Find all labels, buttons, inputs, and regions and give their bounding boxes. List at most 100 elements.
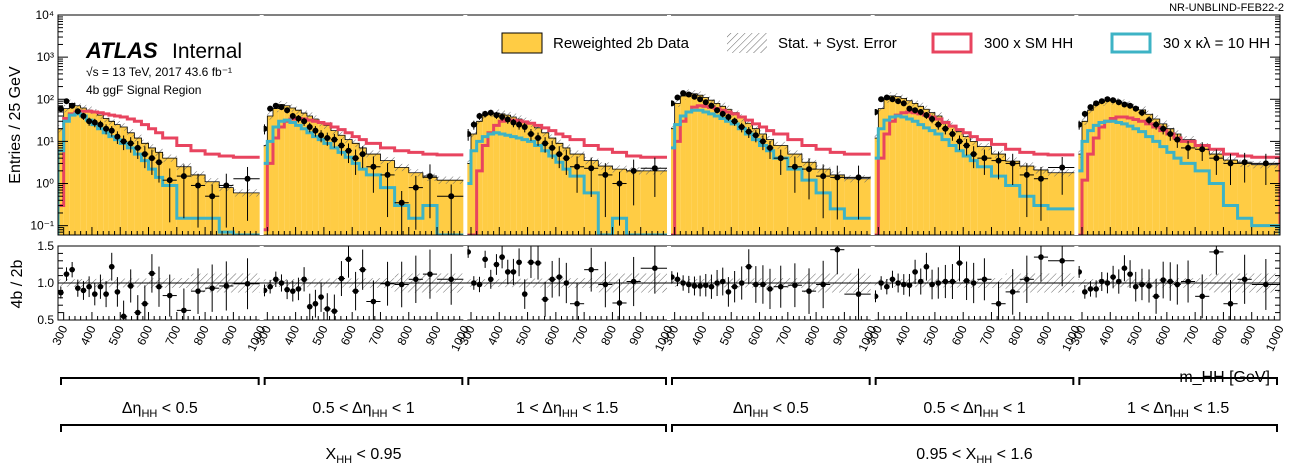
ratio-point <box>448 276 454 283</box>
data-point <box>278 104 285 111</box>
ratio-point <box>91 291 98 297</box>
background-bar <box>584 160 599 235</box>
background-bar <box>1121 102 1128 235</box>
data-point <box>1115 99 1122 106</box>
ratio-y-tick-label: 1.5 <box>37 239 54 253</box>
ratio-point <box>80 287 87 294</box>
data-point <box>725 113 732 120</box>
background-bar <box>516 119 522 235</box>
k10-hh-line <box>667 108 875 235</box>
ratio-point <box>542 296 548 303</box>
x-tick-label: 600 <box>338 323 359 347</box>
data-point <box>616 180 623 187</box>
data-point <box>134 144 141 151</box>
data-point <box>166 177 173 184</box>
background-bar <box>1081 121 1088 235</box>
data-point <box>120 138 127 145</box>
background-bar <box>345 139 353 235</box>
data-point <box>719 110 726 117</box>
ratio-point <box>166 292 173 299</box>
background-bar <box>895 96 901 235</box>
data-point <box>1132 105 1139 112</box>
bracket-label: 0.95 < XHH < 1.6 <box>916 446 1033 466</box>
data-point <box>180 173 187 180</box>
background-bar <box>941 121 950 235</box>
data-point <box>900 100 907 107</box>
xhh-bracket <box>60 424 667 432</box>
background-bar <box>702 97 709 235</box>
data-point <box>923 112 930 119</box>
data-point <box>738 123 745 130</box>
ratio-point <box>1009 289 1016 295</box>
data-point <box>766 144 773 151</box>
data-point <box>1146 117 1153 124</box>
data-point <box>80 113 87 120</box>
data-point <box>878 96 885 103</box>
background-outline <box>872 95 1077 235</box>
atlas-status: Internal <box>172 40 242 63</box>
eta-bracket <box>671 377 871 385</box>
ratio-point <box>1153 293 1159 300</box>
data-point <box>331 136 338 143</box>
data-point <box>312 127 319 134</box>
ratio-point <box>731 283 738 290</box>
x-tick-label: 700 <box>977 323 998 347</box>
ratio-point <box>345 256 352 263</box>
data-point <box>942 125 949 132</box>
x-tick-label: 700 <box>366 323 387 347</box>
data-point <box>1174 136 1181 143</box>
ratio-point <box>359 266 366 273</box>
ratio-point <box>318 294 324 300</box>
background-bar <box>787 154 802 235</box>
data-point <box>895 98 902 105</box>
ratio-point <box>324 306 331 312</box>
data-point <box>1037 175 1044 182</box>
data-point <box>889 96 896 103</box>
eta-bracket <box>60 377 260 385</box>
top-y-tick-label: 10³ <box>37 50 54 64</box>
x-tick-label: 1000 <box>1263 323 1287 353</box>
background-bar <box>323 125 331 235</box>
x-tick-label: 900 <box>1034 323 1055 347</box>
x-tick-label: 600 <box>949 323 970 347</box>
background-bar <box>1152 119 1160 235</box>
data-point <box>272 102 279 109</box>
x-tick-label: 600 <box>541 323 562 347</box>
background-bar <box>91 112 98 235</box>
ratio-point <box>745 263 752 270</box>
data-point <box>244 175 251 182</box>
ratio-point <box>702 282 709 289</box>
ratio-point <box>691 283 698 289</box>
background-bar <box>267 116 273 235</box>
x-tick-label: 400 <box>1096 323 1117 347</box>
bracket-label: 0.5 < ΔηHH < 1 <box>312 400 414 420</box>
data-point <box>563 155 570 162</box>
data-point <box>384 171 391 178</box>
background-bar <box>872 138 879 235</box>
background-bar <box>97 115 104 235</box>
data-point <box>103 125 110 132</box>
background-bar <box>1138 109 1146 235</box>
ratio-point <box>493 261 500 268</box>
background-bar <box>766 139 774 235</box>
x-tick-label: 600 <box>1152 323 1173 347</box>
ratio-point <box>103 291 109 297</box>
data-point <box>91 119 98 126</box>
background-bar <box>773 145 788 235</box>
ratio-point <box>1199 293 1206 300</box>
ratio-point <box>1082 289 1088 295</box>
data-point <box>906 105 913 112</box>
data-point <box>759 138 766 145</box>
data-point <box>1262 160 1269 167</box>
k10-hh-line <box>260 118 466 235</box>
data-point <box>1059 164 1066 171</box>
x-tick-label: 500 <box>920 323 941 347</box>
background-bar <box>487 113 494 235</box>
background-bar <box>306 116 313 235</box>
data-point <box>855 174 862 181</box>
background-bar <box>691 93 698 235</box>
legend-label-sm: 300 x SM HH <box>984 35 1073 52</box>
data-point <box>574 163 581 170</box>
data-point <box>588 165 595 172</box>
